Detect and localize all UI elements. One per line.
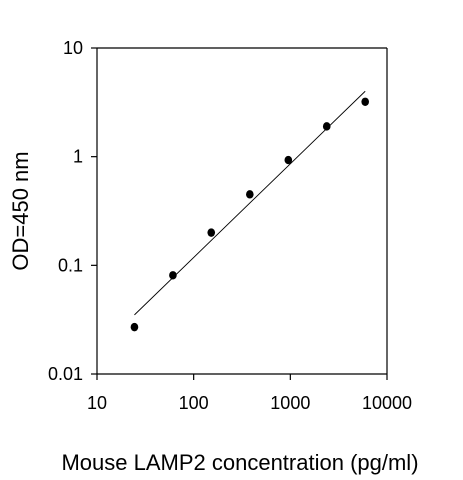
y-tick-label: 0.1 [58, 255, 83, 275]
y-tick-label: 0.01 [48, 364, 83, 384]
data-point [284, 155, 293, 165]
data-points [130, 97, 370, 332]
y-axis-title: OD=450 nm [8, 151, 33, 270]
x-tick-label: 1000 [270, 393, 310, 413]
fit-line [134, 90, 366, 316]
fit-line-group [134, 90, 366, 316]
x-axis-ticks: 10 100 1000 10000 [87, 374, 412, 413]
data-point [322, 122, 331, 131]
x-axis-title: Mouse LAMP2 concentration (pg/ml) [61, 450, 418, 475]
y-axis-ticks: 0.01 0.1 1 10 [48, 38, 97, 384]
plot-frame [96, 47, 388, 375]
x-tick-label: 10 [87, 393, 107, 413]
x-tick-label: 10000 [362, 393, 412, 413]
data-point [361, 97, 370, 106]
y-tick-label: 1 [73, 147, 83, 167]
x-tick-label: 100 [179, 393, 209, 413]
data-point [169, 271, 177, 280]
y-tick-label: 10 [63, 38, 83, 58]
data-point [246, 190, 254, 199]
data-point [207, 228, 216, 237]
data-point [130, 322, 139, 332]
